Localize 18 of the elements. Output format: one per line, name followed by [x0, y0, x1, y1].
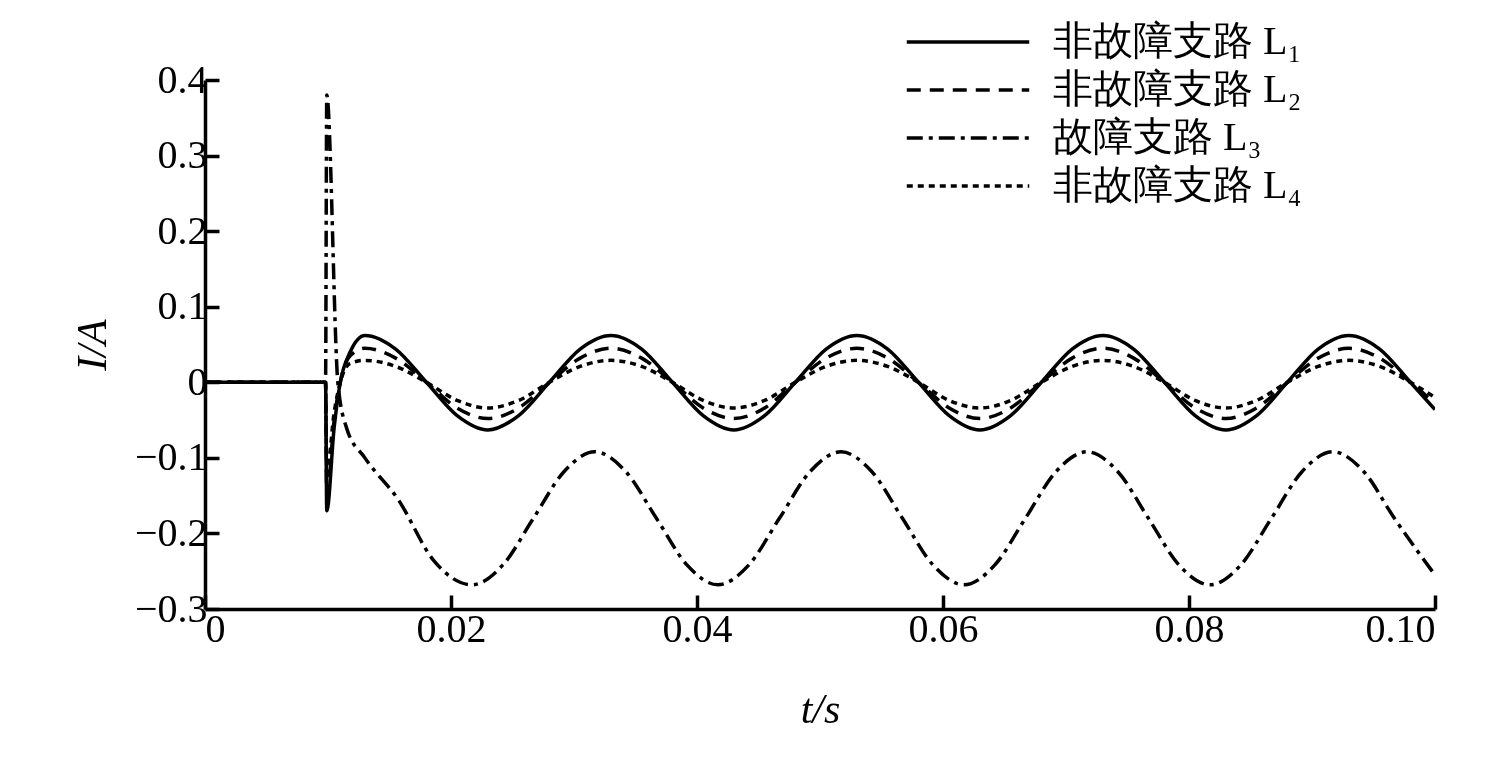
x-tick-label: 0.02	[416, 605, 487, 651]
y-axis-title: I/A	[68, 319, 115, 372]
x-axis-title: t/s	[800, 685, 841, 732]
legend-label: 非故障支路 L₁	[1053, 18, 1302, 63]
y-tick-label: 0.2	[157, 207, 208, 253]
x-tick-label: 0.08	[1154, 605, 1225, 651]
y-tick-label: −0.2	[134, 509, 208, 555]
x-tick-label: 0.04	[662, 605, 733, 651]
legend-label: 故障支路 L₃	[1053, 114, 1262, 159]
y-tick-label: 0.4	[157, 56, 208, 102]
x-tick-label: 0.06	[908, 605, 979, 651]
legend-label: 非故障支路 L₂	[1053, 66, 1302, 111]
x-tick-label: 0.10	[1365, 605, 1436, 651]
y-tick-label: −0.3	[134, 585, 208, 631]
legend-label: 非故障支路 L₄	[1053, 162, 1302, 207]
y-tick-label: −0.1	[134, 434, 208, 480]
y-tick-label: 0.3	[157, 132, 208, 178]
y-tick-label: 0.1	[157, 283, 208, 329]
